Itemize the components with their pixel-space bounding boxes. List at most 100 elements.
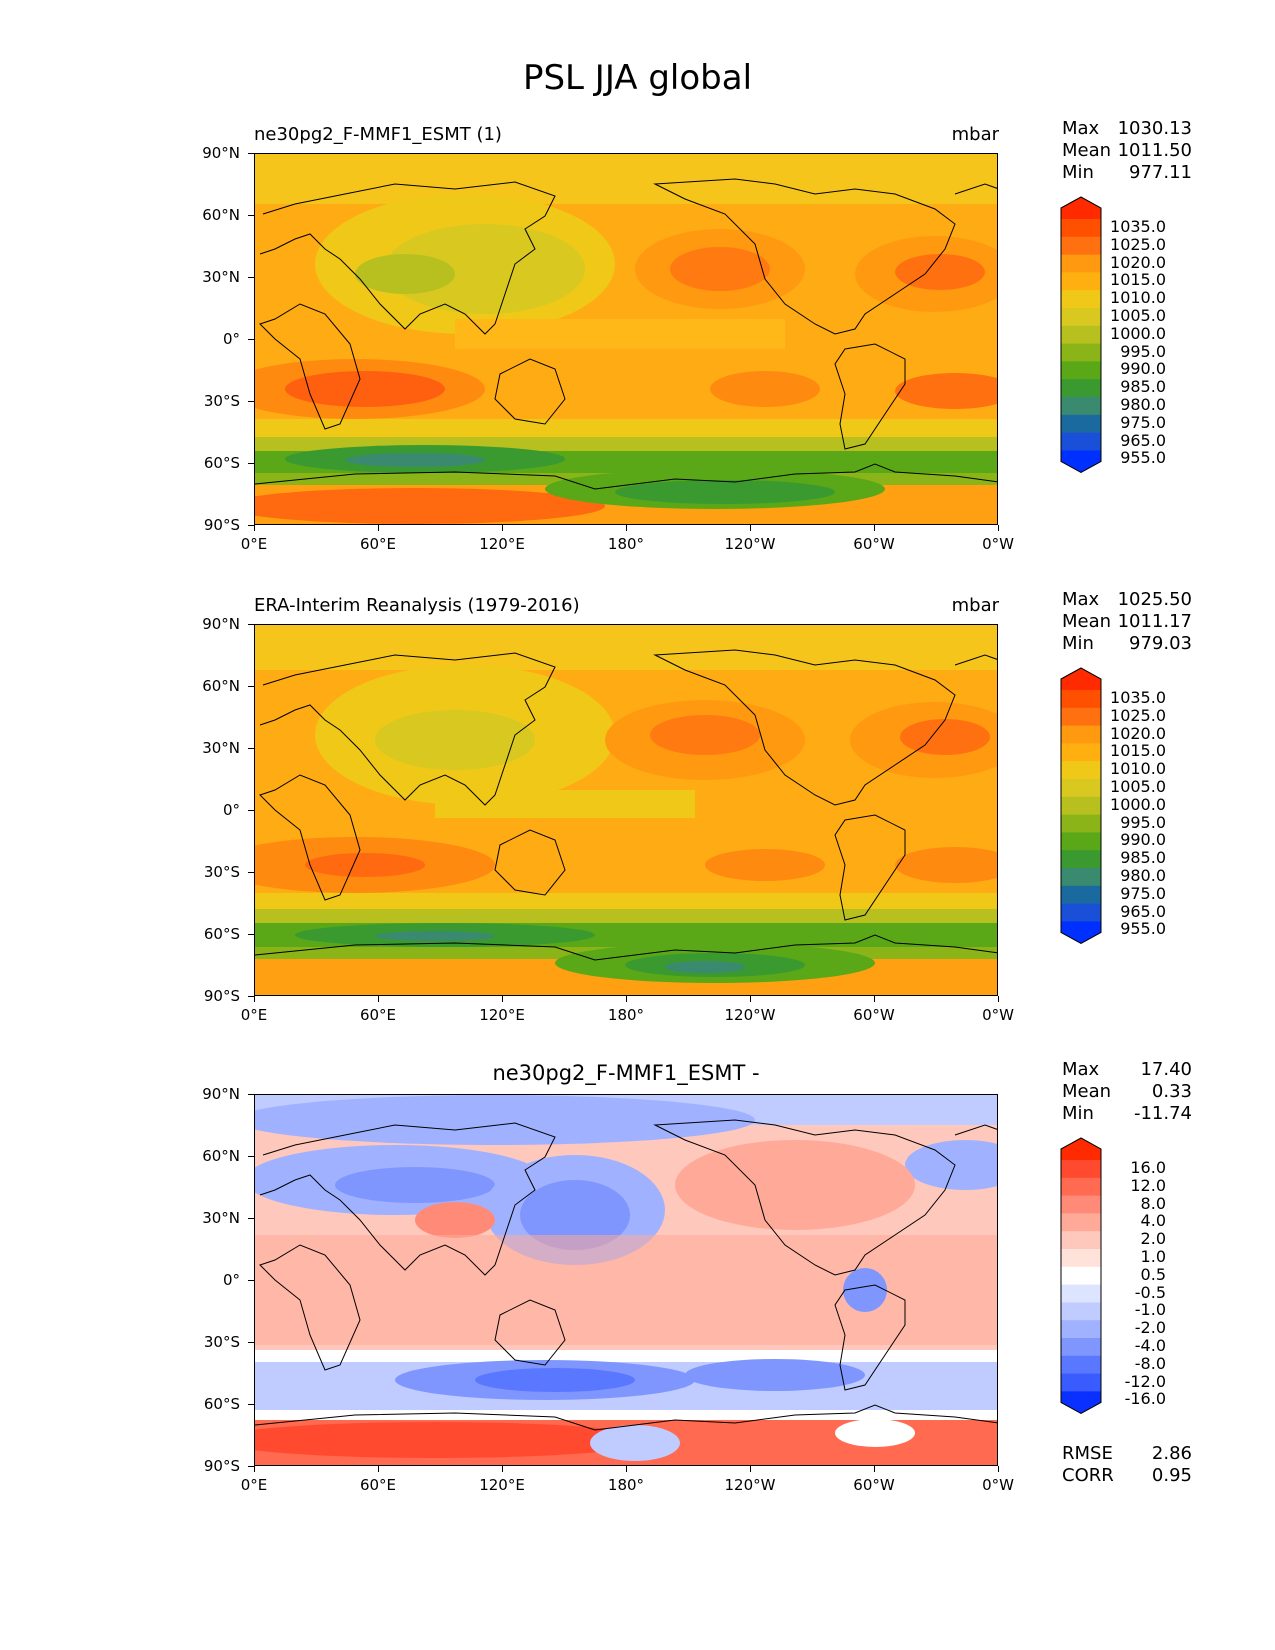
y-tick-mark [248,1094,254,1095]
y-tick-label: 30°S [203,392,240,410]
colorbar-segment [1061,361,1101,380]
colorbar-segment [1061,1355,1101,1375]
colorbar-segment [1061,1266,1101,1286]
colorbar-tick-label: 8.0 [1140,1193,1166,1213]
colorbar-tick-label: 955.0 [1120,448,1166,468]
y-tick-label: 90°N [202,1085,240,1103]
y-tick-mark [248,525,254,526]
x-tick-label: 0°W [982,535,1014,553]
colorbar-tick-label: -8.0 [1134,1353,1166,1373]
colorbar-segment [1061,1320,1101,1339]
x-tick-label: 60°W [853,535,895,553]
x-tick-mark [874,996,875,1002]
colorbar-segment [1061,814,1101,833]
colorbar-tick-label: -12.0 [1124,1371,1166,1391]
y-tick-mark [248,153,254,154]
y-tick-label: 90°S [203,987,240,1005]
y-tick-label: 0° [222,1271,240,1289]
y-tick-mark [248,1280,254,1281]
colorbar-segment [1061,796,1101,816]
x-tick-label: 120°W [724,1476,776,1494]
stat-mean-label: Mean [1062,611,1112,632]
x-tick-label: 60°E [359,1006,397,1024]
colorbar-tick-label: 995.0 [1120,812,1166,832]
colorbar-reference [1060,667,1102,948]
colorbar-extend-min [1061,921,1101,944]
colorbar-segment [1061,1373,1101,1392]
y-tick-label: 30°S [203,863,240,881]
stats-difference: Max 17.40 Mean 0.33 Min -11.74 [1062,1059,1192,1125]
colorbar-segment [1061,290,1101,309]
x-tick-mark [502,1466,503,1472]
colorbar-tick-label: 2.0 [1140,1229,1166,1249]
colorbar-segment [1061,1160,1101,1179]
colorbar-tick-label: 1035.0 [1110,688,1166,707]
colorbar-tick-label: -4.0 [1134,1336,1166,1355]
x-tick-label: 120°W [724,1006,776,1024]
x-tick-mark [378,525,379,531]
x-tick-mark [254,996,255,1002]
colorbar-segment [1061,743,1101,762]
colorbar-segment [1061,1213,1101,1232]
colorbar-tick-label: -2.0 [1134,1318,1166,1338]
colorbar-segment [1061,397,1101,416]
colorbar-segment [1061,414,1101,434]
colorbar-tick-label: 965.0 [1120,901,1166,921]
map-difference-psl [254,1094,998,1466]
colorbar-segment [1061,1195,1101,1214]
psl-field-difference [255,1095,997,1465]
x-tick-mark [998,525,999,531]
map-test-psl [254,153,998,525]
x-tick-label: 0°E [240,1476,268,1494]
y-tick-label: 90°N [202,144,240,162]
stat-mean-label: Mean [1062,1081,1112,1102]
colorbar-tick-label: 1025.0 [1110,234,1166,254]
x-tick-label: 120°W [724,535,776,553]
corr-value: 0.95 [1151,1465,1192,1486]
colorbar-extend-min [1061,1391,1101,1414]
colorbar-svg [1060,196,1102,473]
colorbar-tick-label: 1010.0 [1110,288,1166,308]
colorbar-segment [1061,1249,1101,1268]
colorbar-segment [1061,850,1101,869]
x-tick-mark [378,996,379,1002]
y-tick-mark [248,1404,254,1405]
x-tick-label: 0°E [240,535,268,553]
colorbar-tick-label: 1035.0 [1110,217,1166,236]
map-reference-psl [254,624,998,996]
colorbar-tick-label: 975.0 [1120,883,1166,903]
colorbar-extend-max [1061,668,1101,690]
y-tick-mark [248,810,254,811]
x-tick-mark [502,996,503,1002]
colorbar-segment [1061,761,1101,780]
colorbar-outline [1060,196,1102,473]
colorbar-tick-label: 4.0 [1140,1211,1166,1231]
x-tick-mark [254,1466,255,1472]
stat-min-label: Min [1062,162,1094,183]
colorbar-segment [1061,343,1101,362]
x-tick-mark [750,1466,751,1472]
colorbar-segment [1061,219,1101,238]
stat-max-label: Max [1062,118,1100,139]
x-tick-label: 180° [607,1006,645,1024]
x-tick-label: 0°W [982,1476,1014,1494]
x-tick-mark [998,996,999,1002]
colorbar-segment [1061,308,1101,327]
y-tick-mark [248,1156,254,1157]
y-tick-label: 60°N [202,1147,240,1165]
y-tick-mark [248,996,254,997]
x-tick-mark [502,525,503,531]
stat-min-label: Min [1062,1103,1094,1124]
colorbar-segment [1061,832,1101,851]
colorbar-test [1060,196,1102,477]
x-tick-mark [378,1466,379,1472]
x-tick-mark [626,996,627,1002]
colorbar-segment [1061,379,1101,398]
colorbar-tick-label: 1005.0 [1110,777,1166,796]
y-tick-mark [248,401,254,402]
colorbar-tick-label: 0.5 [1140,1264,1166,1284]
x-tick-label: 180° [607,1476,645,1494]
x-tick-mark [874,1466,875,1472]
colorbar-segment [1061,1231,1101,1250]
colorbar-svg [1060,667,1102,944]
